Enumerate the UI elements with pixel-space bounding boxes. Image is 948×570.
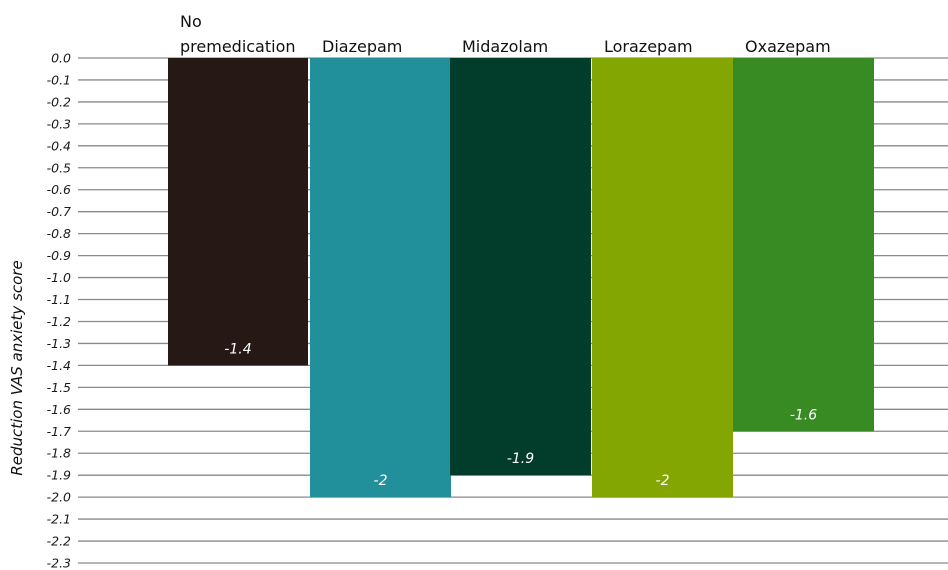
y-tick-label: -1.9 xyxy=(47,468,71,483)
y-tick-label: -1.1 xyxy=(47,292,71,307)
bar xyxy=(310,58,451,498)
y-tick-label: -1.4 xyxy=(47,358,71,373)
y-tick-label: -0.9 xyxy=(47,248,71,263)
category-labels: No premedication Diazepam Midazolam Lorazepa… xyxy=(180,12,831,56)
y-tick-label: -0.6 xyxy=(47,182,71,197)
category-label: Midazolam xyxy=(462,37,548,56)
y-tick-label: -1.6 xyxy=(47,402,71,417)
y-tick-label: -1.8 xyxy=(47,446,71,461)
value-label: -2 xyxy=(374,473,388,489)
category-label: Oxazepam xyxy=(745,37,831,56)
y-tick-label: -0.5 xyxy=(47,160,71,175)
value-label: -1.6 xyxy=(790,407,817,423)
value-label: -1.4 xyxy=(224,341,251,357)
y-tick-label: 0.0 xyxy=(51,51,71,66)
y-tick-label: -1.0 xyxy=(47,270,71,285)
y-tick-label: -0.7 xyxy=(47,204,71,219)
y-tick-label: -0.8 xyxy=(47,226,71,241)
category-label: Lorazepam xyxy=(604,37,693,56)
y-tick-label: -1.3 xyxy=(47,336,71,351)
y-tick-label: -1.2 xyxy=(47,314,71,329)
value-label: -2 xyxy=(656,473,670,489)
y-axis-ticks: 0.0 -0.1 -0.2 -0.3 -0.4 -0.5 -0.6 -0.7 -0.8 -0.9 -… xyxy=(47,51,71,570)
y-tick-label: -0.2 xyxy=(47,94,71,109)
value-label: -1.9 xyxy=(507,451,534,467)
y-tick-label: -2.0 xyxy=(47,490,71,505)
y-tick-label: -0.3 xyxy=(47,116,71,131)
y-tick-label: -1.7 xyxy=(47,424,71,439)
y-tick-label: -0.1 xyxy=(47,72,71,87)
bar xyxy=(733,58,874,432)
y-tick-label: -2.3 xyxy=(47,556,71,570)
category-label: No xyxy=(180,12,202,31)
y-tick-label: -2.2 xyxy=(47,534,71,549)
y-axis-title: Reduction VAS anxiety score xyxy=(8,260,26,475)
bars xyxy=(168,58,874,498)
y-tick-label: -1.5 xyxy=(47,380,71,395)
value-labels: -1.4 -2 -1.9 -2 -1.6 xyxy=(224,341,817,489)
bar xyxy=(450,58,591,476)
category-label: premedication xyxy=(180,37,296,56)
y-tick-label: -2.1 xyxy=(47,512,71,527)
bar xyxy=(168,58,308,366)
category-label: Diazepam xyxy=(322,37,402,56)
bar xyxy=(592,58,733,498)
y-tick-label: -0.4 xyxy=(47,138,71,153)
